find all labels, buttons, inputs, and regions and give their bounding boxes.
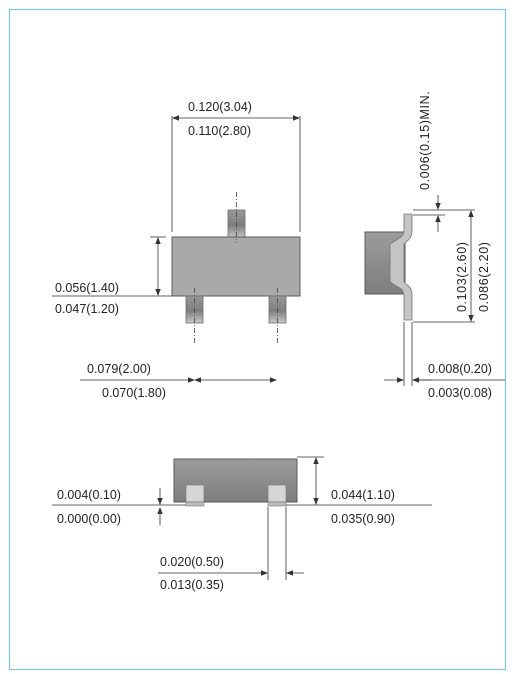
side-view bbox=[364, 195, 505, 386]
front-body-height-max-label: 0.044(1.10) bbox=[331, 488, 395, 502]
top-view-body bbox=[171, 236, 301, 297]
side-lead-thickness-label: 0.006(0.15)MIN. bbox=[418, 90, 432, 190]
front-standoff-min-label: 0.000(0.00) bbox=[57, 512, 121, 526]
top-pitch-min-label: 0.070(1.80) bbox=[102, 386, 166, 400]
top-view bbox=[52, 115, 301, 383]
front-standoff-max-label: 0.004(0.10) bbox=[57, 488, 121, 502]
frame-border bbox=[8, 8, 507, 671]
front-right-lead bbox=[267, 484, 287, 503]
side-view-lead bbox=[389, 213, 413, 321]
side-overall-max-label: 0.103(2.60) bbox=[455, 241, 469, 312]
top-height-max-label: 0.056(1.40) bbox=[55, 281, 119, 295]
front-lead-width-min-label: 0.013(0.35) bbox=[160, 578, 224, 592]
front-left-lead bbox=[185, 484, 205, 503]
side-lead-width-min-label: 0.003(0.08) bbox=[428, 386, 492, 400]
top-width-min-label: 0.110(2.80) bbox=[188, 124, 252, 138]
side-overall-min-label: 0.086(2.20) bbox=[477, 241, 491, 312]
front-view bbox=[52, 456, 432, 580]
front-body-height-min-label: 0.035(0.90) bbox=[331, 512, 395, 526]
side-lead-width-max-label: 0.008(0.20) bbox=[428, 362, 492, 376]
front-lead-width-max-label: 0.020(0.50) bbox=[160, 555, 224, 569]
top-height-min-label: 0.047(1.20) bbox=[55, 302, 119, 316]
top-width-max-label: 0.120(3.04) bbox=[188, 100, 252, 114]
top-pitch-max-label: 0.079(2.00) bbox=[87, 362, 151, 376]
